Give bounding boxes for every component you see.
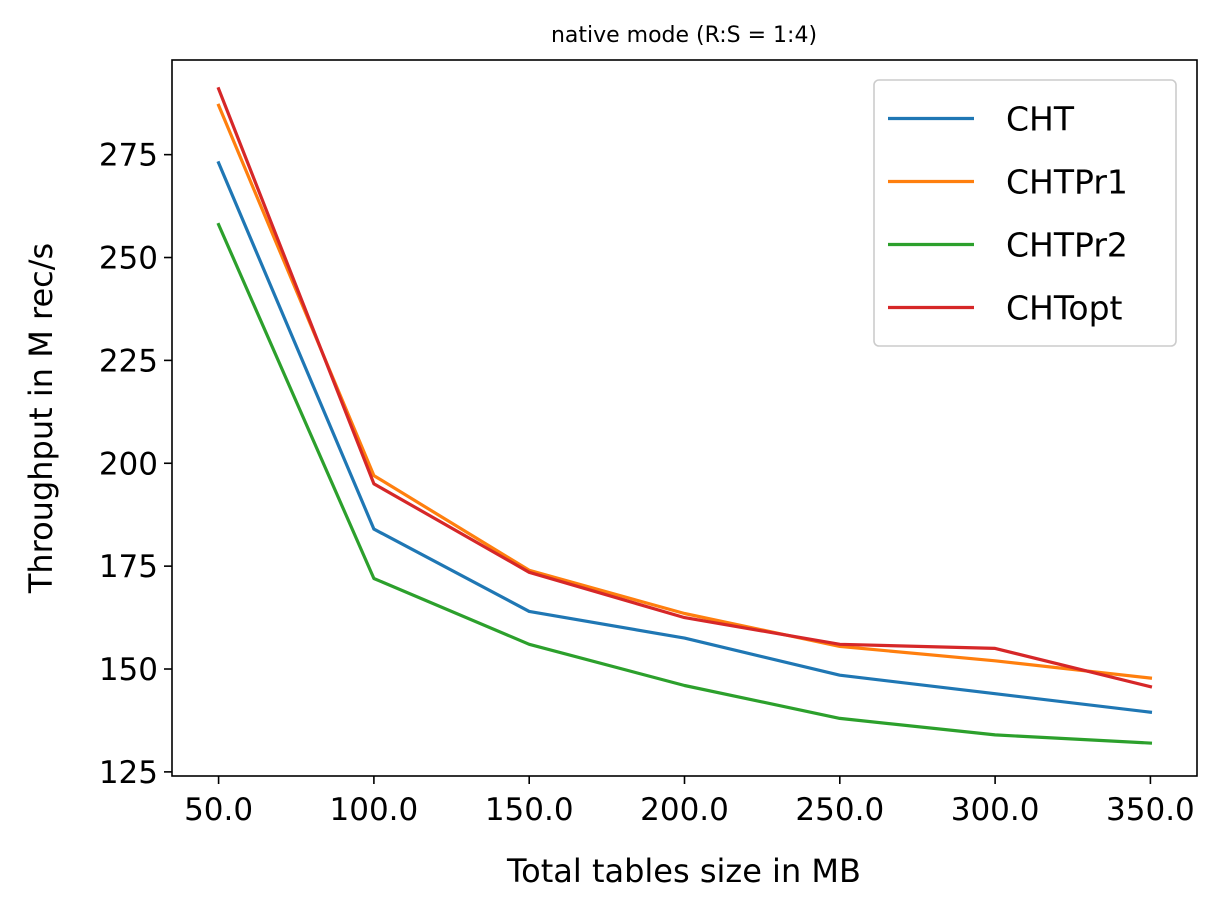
- y-axis: 125 150 175 200 225 250 275: [99, 138, 172, 791]
- legend-box: [873, 79, 1177, 347]
- y-tick-label: 200: [99, 446, 158, 482]
- legend-label-chtpr1: CHTPr1: [1006, 163, 1128, 202]
- x-tick-label: 50.0: [184, 792, 253, 828]
- y-tick-label: 175: [99, 549, 158, 585]
- y-tick-label: 275: [99, 138, 158, 174]
- x-tick-label: 250.0: [795, 792, 884, 828]
- y-tick-label: 150: [99, 652, 158, 688]
- series-line-cht: [216, 160, 1153, 714]
- legend: CHT CHTPr1 CHTPr2 CHTopt: [873, 79, 1177, 347]
- series-layer: [216, 86, 1153, 745]
- y-tick-label: 225: [99, 343, 158, 379]
- x-axis-title: Total tables size in MB: [506, 852, 861, 890]
- x-tick-label: 150.0: [485, 792, 574, 828]
- y-tick-label: 250: [99, 241, 158, 277]
- legend-label-cht: CHT: [1006, 100, 1075, 139]
- series-line-chtpr1: [216, 103, 1153, 680]
- series-line-chtpr2: [216, 222, 1153, 745]
- x-tick-label: 350.0: [1106, 792, 1195, 828]
- x-tick-label: 100.0: [330, 792, 419, 828]
- legend-label-chtopt: CHTopt: [1006, 289, 1123, 328]
- x-tick-label: 300.0: [951, 792, 1040, 828]
- x-axis: 50.0 100.0 150.0 200.0 250.0 300.0 350.0: [184, 776, 1195, 828]
- series-line-chtopt: [216, 86, 1153, 689]
- chart-title: native mode (R:S = 1:4): [551, 23, 817, 48]
- y-axis-title: Throughput in M rec/s: [22, 243, 60, 594]
- legend-label-chtpr2: CHTPr2: [1006, 226, 1128, 265]
- y-tick-label: 125: [99, 755, 158, 791]
- x-tick-label: 200.0: [640, 792, 729, 828]
